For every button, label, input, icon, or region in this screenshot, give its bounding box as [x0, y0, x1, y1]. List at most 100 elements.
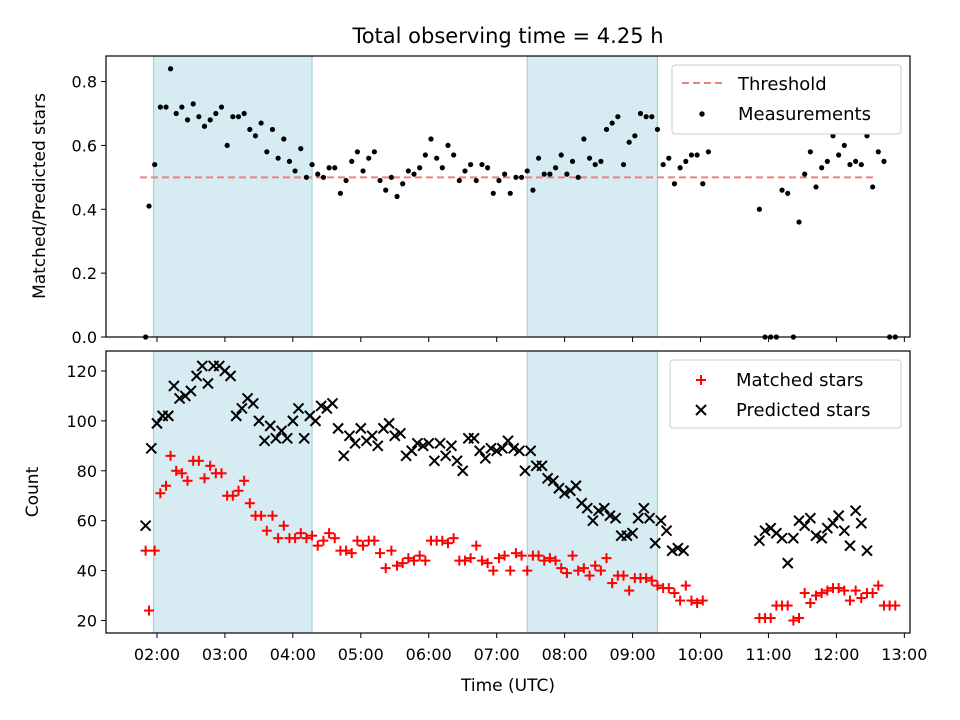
matched-star-point: [295, 528, 306, 539]
predicted-star-point: [524, 445, 537, 457]
predicted-star-point: [776, 532, 788, 544]
measurement-point: [213, 110, 219, 117]
matched-star-point: [476, 555, 487, 566]
predicted-star-point: [389, 430, 401, 442]
top-y-axis-label: Matched/Predicted stars: [30, 93, 50, 299]
legend-threshold-label: Threshold: [737, 74, 827, 95]
matched-star-point: [471, 540, 482, 551]
predicted-star-point: [372, 440, 384, 452]
measurement-point: [241, 110, 247, 117]
measurement-point: [564, 171, 570, 177]
predicted-star-point: [513, 445, 526, 457]
matched-star-point: [794, 613, 805, 624]
measurement-point: [473, 177, 479, 184]
matched-star-point: [839, 585, 850, 596]
predicted-star-point: [417, 440, 429, 452]
matched-star-point: [573, 565, 584, 576]
predicted-star-point: [315, 400, 327, 412]
matched-star-point: [697, 595, 708, 606]
measurement-point: [598, 158, 604, 164]
predicted-star-point: [781, 557, 794, 569]
matched-star-point: [550, 555, 561, 566]
predicted-star-point: [326, 397, 339, 410]
measurement-point: [632, 133, 638, 139]
matched-star-point: [567, 550, 578, 561]
measurement-point: [269, 126, 276, 133]
measurement-point: [173, 110, 179, 117]
measurement-point: [315, 171, 321, 177]
bottom-y-tick-label: 80: [77, 462, 97, 481]
measurement-point: [575, 174, 581, 180]
matched-star-point: [765, 613, 776, 624]
bottom-y-tick-label: 40: [77, 562, 97, 581]
matched-star-point: [488, 565, 499, 576]
measurement-point: [462, 168, 468, 174]
predicted-star-point: [349, 437, 361, 450]
measurement-point: [332, 165, 338, 171]
matched-star-point: [822, 585, 833, 596]
matched-star-point: [811, 590, 822, 601]
measurement-point: [479, 161, 485, 168]
matched-star-point: [652, 580, 663, 591]
measurement-point: [666, 155, 672, 161]
top-legend-box: [671, 64, 902, 135]
measurement-point: [428, 136, 434, 142]
predicted-star-point: [649, 537, 661, 549]
measurement-point: [807, 149, 813, 155]
matched-star-point: [816, 588, 827, 599]
predicted-star-point: [196, 360, 208, 372]
matched-star-point: [442, 538, 453, 549]
matched-star-point: [409, 555, 420, 566]
matched-star-point: [414, 550, 425, 561]
predicted-star-point: [139, 519, 152, 532]
matched-star-point: [686, 595, 697, 606]
measurement-point: [496, 177, 502, 184]
measurement-point: [184, 117, 191, 123]
measurement-point: [513, 174, 519, 180]
measurement-point: [422, 152, 428, 158]
measurement-point: [824, 158, 830, 164]
matched-star-point: [544, 553, 555, 564]
predicted-star-point: [162, 410, 174, 422]
measurement-point: [592, 161, 598, 168]
matched-star-point: [227, 490, 238, 501]
predicted-star-point: [507, 442, 520, 455]
matched-star-point: [799, 588, 810, 599]
top-x-ticks: [156, 337, 905, 342]
matched-star-point: [392, 560, 403, 571]
measurement-point: [388, 174, 394, 180]
predicted-star-point: [394, 427, 407, 440]
matched-star-point: [140, 545, 151, 556]
bottom-y-tick-label: 100: [66, 412, 97, 431]
predicted-star-point: [428, 455, 441, 467]
matched-star-point: [290, 533, 301, 544]
predicted-star-point: [753, 534, 766, 547]
predicted-star-point: [621, 529, 633, 542]
matched-star-point: [624, 585, 635, 596]
measurement-point: [518, 174, 525, 180]
measurement-point: [558, 152, 564, 158]
predicted-star-point: [456, 465, 469, 477]
measurement-point: [649, 114, 655, 120]
measurement-point: [360, 168, 366, 174]
measurement-point: [349, 158, 355, 164]
measurement-point: [434, 155, 440, 161]
matched-star-point: [346, 548, 357, 559]
top-legend: Threshold Measurements: [671, 64, 902, 135]
measurement-point: [796, 219, 802, 225]
predicted-star-point: [570, 480, 582, 492]
measurement-point: [451, 152, 457, 158]
predicted-star-point: [496, 442, 509, 455]
matched-star-point: [561, 568, 572, 579]
bottom-y-tick-label: 120: [66, 362, 97, 381]
predicted-star-point: [383, 417, 395, 430]
matched-star-point: [233, 485, 244, 496]
predicted-star-point: [434, 437, 446, 450]
top-shaded-intervals: [153, 55, 658, 338]
legend-predicted-swatch: [695, 404, 707, 416]
predicted-star-point: [355, 422, 367, 435]
matched-star-point: [833, 583, 844, 594]
measurement-point: [264, 149, 270, 155]
matched-star-point: [380, 563, 391, 574]
matched-star-point: [358, 540, 369, 551]
